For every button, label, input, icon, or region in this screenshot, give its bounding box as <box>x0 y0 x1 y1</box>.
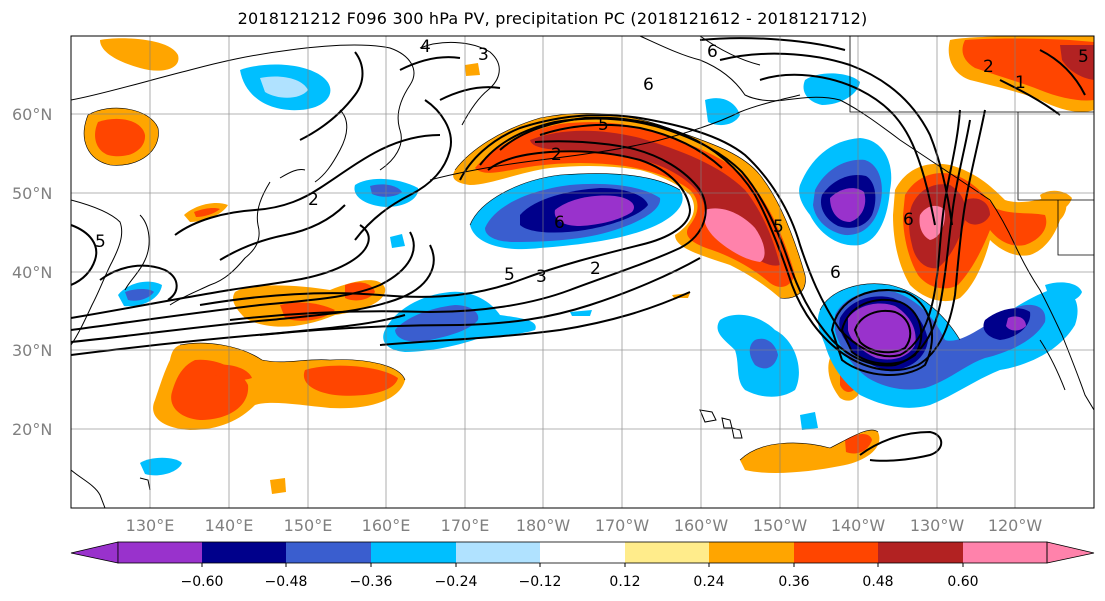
pv-label: 6 <box>707 42 718 62</box>
colorbar-tick-label: −0.48 <box>265 574 308 590</box>
lon-label: 140°E <box>205 516 254 535</box>
pv-label: 6 <box>830 263 841 283</box>
pv-label: 1 <box>1015 73 1026 93</box>
colorbar-tick-label: 0.36 <box>778 574 809 590</box>
pv-label: 2 <box>590 259 601 279</box>
lon-label: 170°E <box>441 516 490 535</box>
gridlines <box>71 36 1094 508</box>
pv-contours <box>71 37 1086 462</box>
pv-label: 4 <box>420 37 431 57</box>
lat-label: 20°N <box>12 420 52 439</box>
colorbar-segment <box>540 542 626 563</box>
lon-label: 130°W <box>910 516 965 535</box>
colorbar: −0.60 −0.48 −0.36 −0.24 −0.12 0.12 0.24 0.36 0.4… <box>70 541 1095 590</box>
lon-label: 120°W <box>988 516 1043 535</box>
pv-label: 2 <box>308 190 319 210</box>
lon-label: 180°W <box>516 516 571 535</box>
lat-label: 50°N <box>12 184 52 203</box>
colorbar-segment <box>794 542 879 563</box>
lon-label: 160°E <box>362 516 411 535</box>
pv-label: 2 <box>551 145 562 165</box>
lon-label: 130°E <box>126 516 175 535</box>
pv-label: 2 <box>983 57 994 77</box>
colorbar-frame <box>117 541 1048 564</box>
pv-label: 6 <box>554 213 565 233</box>
colorbar-segment <box>625 542 710 563</box>
pv-label: 5 <box>1078 47 1089 67</box>
lon-label: 150°W <box>753 516 808 535</box>
colorbar-segment <box>371 542 457 563</box>
lat-label: 60°N <box>12 105 52 124</box>
lon-label: 140°W <box>831 516 886 535</box>
lat-label: 30°N <box>12 341 52 360</box>
colorbar-tick-label: 0.48 <box>862 574 893 590</box>
colorbar-segment <box>709 542 795 563</box>
pv-label: 3 <box>478 45 489 65</box>
coastlines <box>71 36 1094 508</box>
longitude-labels: 130°E 140°E 150°E 160°E 170°E 180°W 170°… <box>126 516 1043 535</box>
shading-outlines <box>83 107 961 461</box>
pv-label: 6 <box>643 75 654 95</box>
pv-label: 5 <box>773 217 784 237</box>
pv-contour-labels: 4 3 6 6 5 2 2 5 3 2 5 6 5 6 5 2 1 6 <box>95 37 1089 287</box>
colorbar-segment <box>286 542 372 563</box>
pv-label: 5 <box>95 232 106 252</box>
colorbar-tick-label: 0.60 <box>947 574 978 590</box>
lat-label: 40°N <box>12 263 52 282</box>
colorbar-tick-label: −0.24 <box>435 574 478 590</box>
colorbar-tick-label: −0.12 <box>519 574 562 590</box>
colorbar-segment <box>456 542 541 563</box>
colorbar-segment <box>202 542 287 563</box>
colorbar-tick-label: −0.60 <box>181 574 224 590</box>
colorbar-segment <box>963 542 1048 563</box>
map-frame <box>70 35 1095 509</box>
latitude-labels: 60°N 50°N 40°N 30°N 20°N <box>12 105 52 439</box>
lon-label: 150°E <box>284 516 333 535</box>
colorbar-tick-label: −0.36 <box>350 574 393 590</box>
lon-label: 170°W <box>595 516 650 535</box>
colorbar-extend-max <box>1046 541 1095 564</box>
pv-label: 6 <box>903 210 914 230</box>
borders <box>849 36 1094 256</box>
pv-label: 3 <box>536 267 547 287</box>
lon-label: 160°W <box>674 516 729 535</box>
map-title: 2018121212 F096 300 hPa PV, precipitatio… <box>237 9 868 28</box>
colorbar-tick-label: 0.24 <box>693 574 724 590</box>
colorbar-extend-min <box>70 541 119 564</box>
colorbar-segment <box>878 542 964 563</box>
pv-label: 5 <box>598 115 609 135</box>
colorbar-tick-label: 0.12 <box>609 574 640 590</box>
pv-label: 5 <box>504 265 515 285</box>
colorbar-segment <box>118 542 203 563</box>
